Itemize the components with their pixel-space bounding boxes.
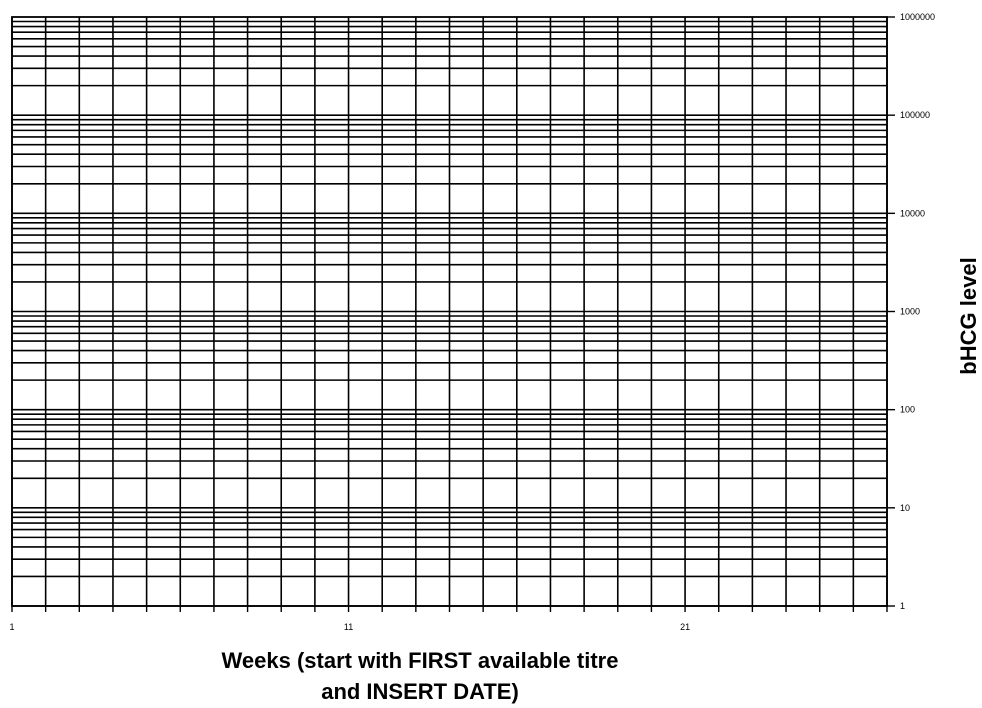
- x-tick-labels: 1 11 21: [9, 622, 690, 632]
- chart-axes: [11, 16, 895, 612]
- y-tick-label: 1000: [900, 307, 920, 317]
- y-tick-label: 1000000: [900, 12, 935, 22]
- x-axis-title-line-1: Weeks (start with FIRST available titre: [221, 648, 619, 673]
- x-axis-title-line-2: and INSERT DATE): [321, 679, 519, 704]
- y-tick-label: 10000: [900, 208, 925, 218]
- chart-grid: [11, 17, 888, 607]
- y-axis-title: bHCG level: [956, 257, 981, 375]
- x-tick-label: 11: [344, 622, 353, 632]
- y-tick-label: 100: [900, 405, 915, 415]
- x-tick-label: 1: [9, 622, 14, 632]
- x-tick-label: 21: [680, 622, 690, 632]
- y-tick-label: 1: [900, 601, 905, 611]
- y-tick-label: 10: [900, 503, 910, 513]
- y-tick-label: 100000: [900, 110, 930, 120]
- y-tick-labels: 1 10 100 1000 10000 100000 1000000: [900, 12, 935, 611]
